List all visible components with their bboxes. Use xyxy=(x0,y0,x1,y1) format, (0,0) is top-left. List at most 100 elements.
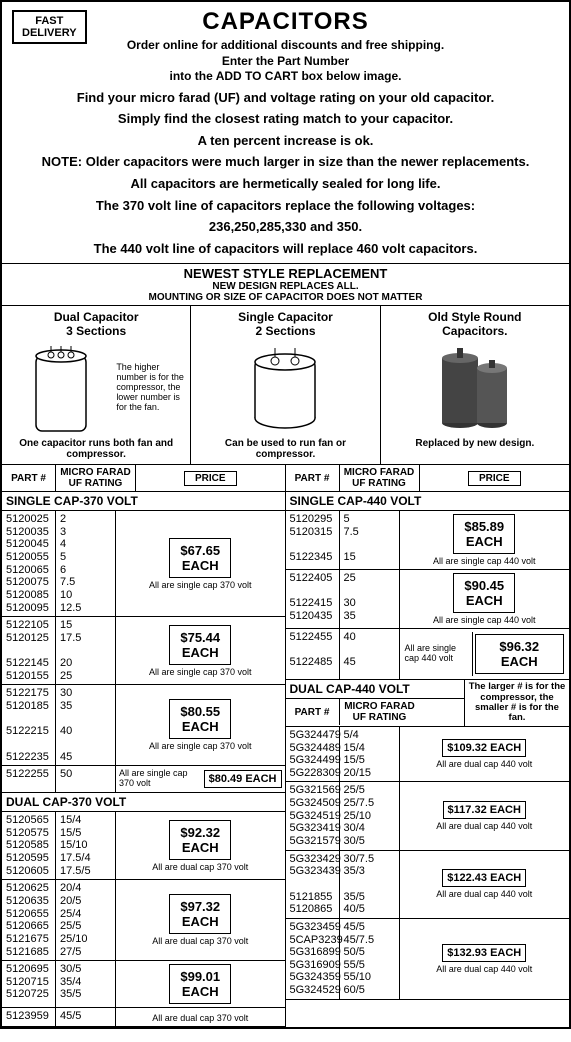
price-note: All are dual cap 370 volt xyxy=(152,862,248,872)
hdr-part: PART # xyxy=(2,465,56,491)
uf-ratings: 40 45 xyxy=(340,629,400,679)
price-box: $97.32EACH xyxy=(169,894,231,934)
hdr-price: PRICE xyxy=(184,471,237,486)
part-numbers: 5120625512063551206555120665512167551216… xyxy=(2,880,56,960)
part-numbers: 5120025512003551200455120055512006551200… xyxy=(2,511,56,616)
uf-ratings: 57.5 15 xyxy=(340,511,400,569)
part-numbers: 5123959 xyxy=(2,1008,56,1026)
price-note: All are dual cap 440 volt xyxy=(436,821,532,831)
left-column: PART # MICRO FARAD UF RATING PRICE SINGL… xyxy=(2,465,286,1027)
dual-title2: 3 Sections xyxy=(6,324,186,338)
price-cell: $75.44EACHAll are single cap 370 volt xyxy=(116,617,285,684)
price-note: All are single cap 370 volt xyxy=(149,667,252,677)
sect-single-370: SINGLE CAP-370 VOLT 51200255120035512004… xyxy=(2,492,285,793)
sub2: Enter the Part Number xyxy=(8,54,563,70)
part-numbers: 5122405 51224155120435 xyxy=(286,570,340,628)
price-cell: $117.32 EACH All are dual cap 440 volt xyxy=(400,782,570,849)
price-cell: $132.93 EACH All are dual cap 440 volt xyxy=(400,919,570,999)
old-title2: Capacitors. xyxy=(385,324,565,338)
replace-t1: NEWEST STYLE REPLACEMENT xyxy=(2,266,569,281)
price-cell: $90.45EACHAll are single cap 440 volt xyxy=(400,570,570,628)
price-group: 51221055120125 512214551201551517.5 2025… xyxy=(2,617,285,685)
price-note: All are single cap 440 volt xyxy=(403,632,473,676)
hdr-price-r: PRICE xyxy=(468,471,521,486)
price-box: $132.93 EACH xyxy=(442,944,526,962)
price-cell: $92.32EACH All are dual cap 370 volt xyxy=(116,812,285,879)
price-box: $117.32 EACH xyxy=(443,801,526,819)
replace-t3: MOUNTING OR SIZE OF CAPACITOR DOES NOT M… xyxy=(2,292,569,303)
dual-cap-note: The larger # is for the compressor, the … xyxy=(464,680,569,726)
part-numbers: 5G3234595CAP32395G3168995G3169095G324359… xyxy=(286,919,340,999)
info4: NOTE: Older capacitors were much larger … xyxy=(8,153,563,171)
price-box: $80.49 EACH xyxy=(204,770,282,788)
right-col-header: PART # MICRO FARAD UF RATING PRICE xyxy=(286,465,570,492)
hdr-price-wrap: PRICE xyxy=(136,465,285,491)
old-capacitor-icon xyxy=(430,338,520,438)
hdr-part-d: PART # xyxy=(286,699,340,725)
old-title1: Old Style Round xyxy=(385,310,565,324)
price-box: $67.65EACH xyxy=(169,538,231,578)
uf-ratings: 50 xyxy=(56,766,116,792)
tables-wrapper: PART # MICRO FARAD UF RATING PRICE SINGL… xyxy=(2,465,569,1027)
info3: A ten percent increase is ok. xyxy=(8,132,563,150)
single-cap-col: Single Capacitor 2 Sections Can be used … xyxy=(191,306,380,464)
part-numbers: 5G3244795G3244895G3244995G228309 xyxy=(286,727,340,782)
illustration-row: Dual Capacitor 3 Sections The higher num… xyxy=(2,306,569,465)
sect-single-440: SINGLE CAP-440 VOLT 51202955120315 51223… xyxy=(286,492,570,680)
price-box: $99.01EACH xyxy=(169,964,231,1004)
price-box: $85.89EACH xyxy=(453,514,515,554)
part-numbers: 5122455 5122485 xyxy=(286,629,340,679)
price-group: 51202955120315 512234557.5 15$85.89EACHA… xyxy=(286,511,570,570)
info8: The 440 volt line of capacitors will rep… xyxy=(8,240,563,258)
price-group: 512395945/5 All are dual cap 370 volt xyxy=(2,1008,285,1026)
fast-l1: FAST xyxy=(22,15,77,27)
uf-ratings: 45/545/7.550/555/555/1060/5 xyxy=(340,919,400,999)
sect-dual-440: DUAL CAP-440 VOLT PART # MICRO FARAD UF … xyxy=(286,680,570,1000)
price-box: $96.32EACH xyxy=(475,634,565,674)
part-numbers: 5122255 xyxy=(2,766,56,792)
price-cell: All are single cap 440 volt$96.32EACH xyxy=(400,629,570,679)
part-numbers: 51205655120575512058551205955120605 xyxy=(2,812,56,879)
uf-ratings: 30/535/435/5 xyxy=(56,961,116,1007)
price-note: All are single cap 440 volt xyxy=(433,556,536,566)
dual-note: The higher number is for the compressor,… xyxy=(116,363,186,412)
price-box: $109.32 EACH xyxy=(442,739,526,757)
price-note: All are dual cap 440 volt xyxy=(436,964,532,974)
price-box: $92.32EACH xyxy=(169,820,231,860)
info5: All capacitors are hermetically sealed f… xyxy=(8,175,563,193)
page-title: CAPACITORS xyxy=(8,8,563,36)
uf-ratings: 45/5 xyxy=(56,1008,116,1026)
left-s2-title: DUAL CAP-370 VOLT xyxy=(2,793,285,812)
header: FAST DELIVERY CAPACITORS Order online fo… xyxy=(2,2,569,264)
price-box: $122.43 EACH xyxy=(442,869,526,887)
hdr-uf-r: MICRO FARAD UF RATING xyxy=(340,465,420,491)
part-numbers: 5G3234295G323439 51218555120865 xyxy=(286,851,340,918)
price-group: 5120625512063551206555120665512167551216… xyxy=(2,880,285,961)
uf-ratings: 3035 40 45 xyxy=(56,685,116,765)
uf-ratings: 25/525/7.525/1030/430/5 xyxy=(340,782,400,849)
sub3: into the ADD TO CART box below image. xyxy=(8,69,563,85)
info6: The 370 volt line of capacitors replace … xyxy=(8,197,563,215)
sect-dual-370: DUAL CAP-370 VOLT 5120565512057551205855… xyxy=(2,793,285,1027)
price-cell: $67.65EACHAll are single cap 370 volt xyxy=(116,511,285,616)
price-box: $80.55EACH xyxy=(169,699,231,739)
price-note: All are dual cap 370 volt xyxy=(152,1013,248,1023)
price-group: 512225550All are single cap 370 volt$80.… xyxy=(2,766,285,792)
hdr-part-r: PART # xyxy=(286,465,340,491)
price-group: 51206955120715512072530/535/435/5 $99.01E… xyxy=(2,961,285,1008)
price-note: All are dual cap 440 volt xyxy=(436,889,532,899)
uf-ratings: 5/415/415/520/15 xyxy=(340,727,400,782)
price-group: 5G3234295G323439 5121855512086530/7.535/… xyxy=(286,851,570,919)
price-cell: $109.32 EACHAll are dual cap 440 volt xyxy=(400,727,570,782)
price-cell: $122.43 EACH All are dual cap 440 volt xyxy=(400,851,570,918)
uf-ratings: 15/415/515/1017.5/417.5/5 xyxy=(56,812,116,879)
dual-capacitor-icon xyxy=(26,338,96,438)
old-foot: Replaced by new design. xyxy=(385,438,565,449)
part-numbers: 512069551207155120725 xyxy=(2,961,56,1007)
price-cell: $97.32EACH All are dual cap 370 volt xyxy=(116,880,285,960)
hdr-price-wrap-r: PRICE xyxy=(420,465,570,491)
uf-ratings: 1517.5 2025 xyxy=(56,617,116,684)
price-note: All are dual cap 370 volt xyxy=(152,936,248,946)
replace-t2: NEW DESIGN REPLACES ALL. xyxy=(2,281,569,292)
part-numbers: 51221055120125 51221455120155 xyxy=(2,617,56,684)
